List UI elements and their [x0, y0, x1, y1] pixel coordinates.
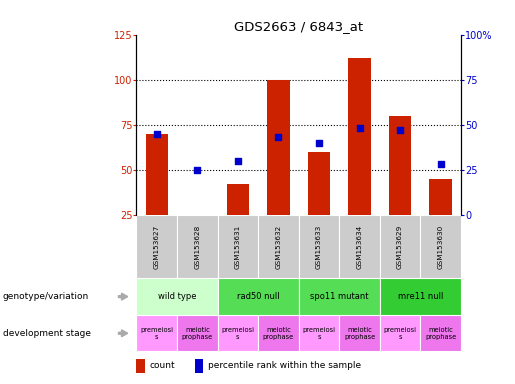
Point: [355, 125, 364, 131]
Point: [437, 161, 445, 167]
Text: wild type: wild type: [158, 292, 196, 301]
Bar: [380, 278, 461, 315]
Bar: [267, 79, 289, 260]
Bar: [136, 278, 218, 315]
Point: [274, 134, 283, 141]
Text: premeiosi
s: premeiosi s: [221, 327, 254, 340]
Point: [396, 127, 404, 133]
Bar: [218, 315, 258, 351]
Text: GSM153631: GSM153631: [235, 224, 241, 268]
Text: spo11 mutant: spo11 mutant: [310, 292, 369, 301]
Text: development stage: development stage: [3, 329, 91, 338]
Bar: [380, 315, 420, 351]
Text: count: count: [149, 361, 175, 370]
Bar: [348, 58, 371, 260]
Bar: [195, 359, 203, 373]
Title: GDS2663 / 6843_at: GDS2663 / 6843_at: [234, 20, 363, 33]
Bar: [299, 315, 339, 351]
Point: [152, 131, 161, 137]
Text: genotype/variation: genotype/variation: [3, 292, 89, 301]
Bar: [177, 315, 217, 351]
Bar: [186, 215, 209, 260]
Bar: [308, 152, 330, 260]
Bar: [136, 315, 177, 351]
Text: meiotic
prophase: meiotic prophase: [344, 327, 375, 340]
Text: percentile rank within the sample: percentile rank within the sample: [208, 361, 361, 370]
Text: meiotic
prophase: meiotic prophase: [263, 327, 294, 340]
Text: meiotic
prophase: meiotic prophase: [182, 327, 213, 340]
Bar: [258, 315, 299, 351]
Bar: [380, 215, 420, 278]
Text: premeiosi
s: premeiosi s: [140, 327, 173, 340]
Text: GSM153632: GSM153632: [276, 224, 281, 268]
Text: GSM153634: GSM153634: [356, 224, 363, 268]
Bar: [177, 215, 217, 278]
Text: GSM153628: GSM153628: [194, 224, 200, 268]
Bar: [339, 315, 380, 351]
Bar: [136, 359, 145, 373]
Bar: [299, 215, 339, 278]
Point: [234, 158, 242, 164]
Bar: [136, 215, 177, 278]
Text: GSM153627: GSM153627: [154, 224, 160, 268]
Bar: [146, 134, 168, 260]
Text: rad50 null: rad50 null: [237, 292, 280, 301]
Bar: [218, 278, 299, 315]
Bar: [299, 278, 380, 315]
Bar: [420, 215, 461, 278]
Text: mre11 null: mre11 null: [398, 292, 443, 301]
Bar: [218, 215, 258, 278]
Text: GSM153633: GSM153633: [316, 224, 322, 268]
Bar: [389, 116, 411, 260]
Text: meiotic
prophase: meiotic prophase: [425, 327, 456, 340]
Text: premeiosi
s: premeiosi s: [384, 327, 417, 340]
Bar: [420, 315, 461, 351]
Bar: [258, 215, 299, 278]
Text: GSM153629: GSM153629: [397, 224, 403, 268]
Bar: [227, 184, 249, 260]
Bar: [430, 179, 452, 260]
Text: premeiosi
s: premeiosi s: [302, 327, 335, 340]
Text: GSM153630: GSM153630: [438, 224, 443, 268]
Bar: [339, 215, 380, 278]
Point: [315, 140, 323, 146]
Point: [193, 167, 201, 173]
